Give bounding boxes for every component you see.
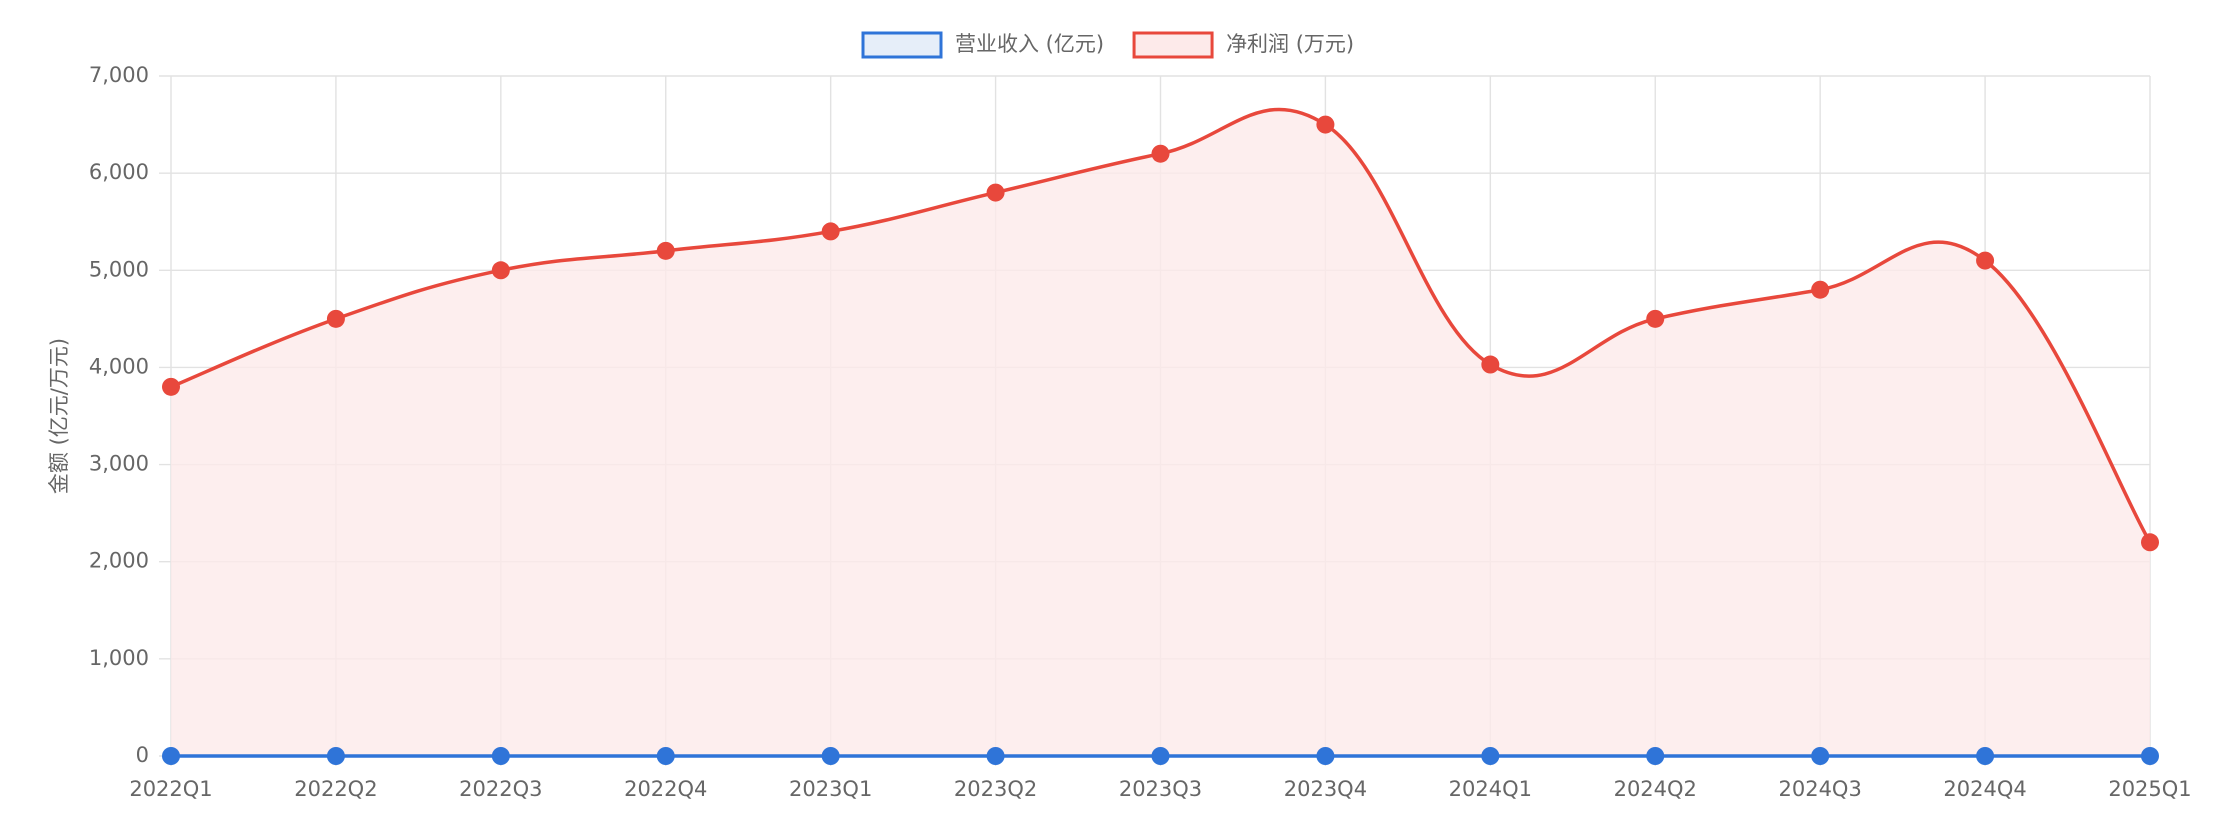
point — [2141, 533, 2159, 552]
y-axis-title: 金额 (亿元/万元) — [47, 338, 71, 494]
point — [1316, 115, 1335, 134]
point — [1976, 251, 1995, 270]
point — [326, 309, 345, 328]
point — [162, 747, 180, 765]
point — [1481, 355, 1500, 374]
y-tick-label: 2,000 — [89, 549, 149, 573]
x-tick-label: 2024Q2 — [1614, 777, 1697, 801]
x-tick-label: 2025Q1 — [2108, 777, 2191, 801]
point — [1481, 747, 1500, 765]
point — [1811, 747, 1830, 765]
x-tick-label: 2024Q4 — [1943, 777, 2026, 801]
point — [1316, 747, 1335, 765]
y-tick-label: 3,000 — [89, 452, 149, 476]
x-tick-label: 2023Q1 — [789, 777, 872, 801]
point — [1646, 747, 1665, 765]
point — [656, 241, 675, 260]
y-tick-label: 4,000 — [89, 354, 149, 378]
point — [986, 183, 1005, 202]
point — [491, 747, 510, 765]
point — [821, 222, 840, 241]
point — [1151, 144, 1170, 163]
x-tick-label: 2024Q1 — [1449, 777, 1532, 801]
point — [1646, 309, 1665, 328]
x-tick-label: 2023Q2 — [954, 777, 1037, 801]
point — [1811, 280, 1830, 299]
legend-label: 净利润 (万元) — [1226, 32, 1354, 56]
x-tick-label: 2022Q4 — [624, 777, 707, 801]
y-tick-label: 5,000 — [89, 257, 149, 281]
x-tick-label: 2023Q3 — [1119, 777, 1202, 801]
point — [491, 261, 510, 280]
x-tick-label: 2022Q3 — [459, 777, 542, 801]
line — [170, 107, 2152, 544]
x-tick-label: 2023Q4 — [1284, 777, 1367, 801]
legend-swatch — [861, 31, 943, 59]
point — [821, 747, 840, 765]
x-tick-label: 2022Q1 — [129, 777, 212, 801]
legend-label: 营业收入 (亿元) — [955, 32, 1104, 56]
legend-swatch — [1132, 31, 1214, 59]
x-tick-label: 2022Q2 — [294, 777, 377, 801]
y-tick-label: 0 — [136, 743, 149, 767]
y-tick-label: 7,000 — [89, 63, 149, 87]
y-tick-label: 1,000 — [89, 646, 149, 670]
point — [986, 747, 1005, 765]
y-tick-label: 6,000 — [89, 160, 149, 184]
point — [2141, 747, 2159, 765]
point — [162, 377, 180, 396]
area — [171, 109, 2150, 757]
point — [1976, 747, 1995, 765]
point — [1151, 747, 1170, 765]
x-tick-label: 2024Q3 — [1778, 777, 1861, 801]
point — [656, 747, 675, 765]
point — [326, 747, 345, 765]
